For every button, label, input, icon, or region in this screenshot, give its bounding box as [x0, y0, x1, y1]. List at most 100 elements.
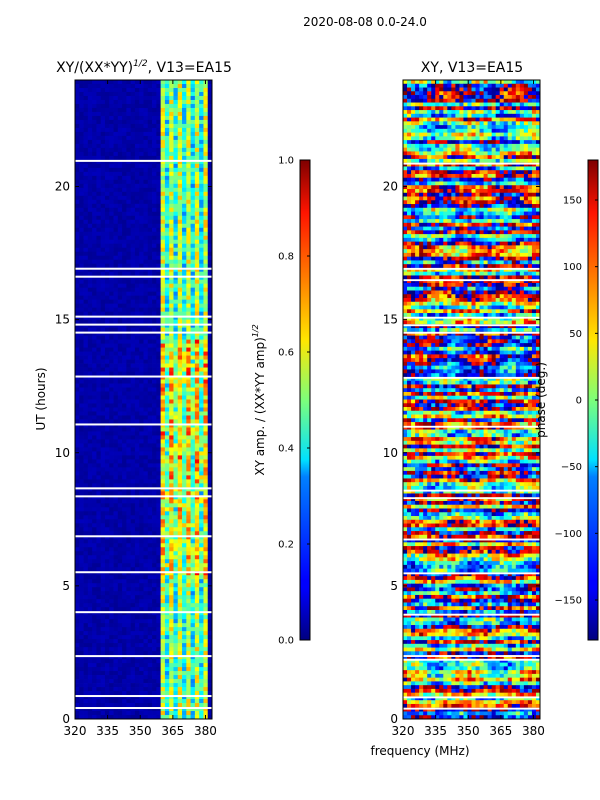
left-heatmap-cell [122, 323, 127, 329]
left-heatmap-cell [96, 267, 102, 273]
left-heatmap-cell [182, 487, 187, 492]
left-heatmap-cell [182, 539, 187, 544]
left-heatmap-cell [190, 303, 196, 309]
left-heatmap-cell [156, 131, 162, 137]
left-heatmap-cell [190, 591, 196, 596]
left-heatmap-cell [164, 439, 170, 444]
left-heatmap-cell [139, 375, 144, 380]
left-heatmap-cell [156, 151, 162, 157]
left-heatmap-cell [199, 107, 204, 113]
left-heatmap-cell [100, 359, 106, 364]
left-heatmap-cell [147, 619, 153, 624]
left-heatmap-cell [173, 495, 179, 500]
left-heatmap-cell [164, 535, 170, 540]
left-heatmap-cell [79, 319, 84, 325]
left-heatmap-cell [194, 331, 200, 336]
left-heatmap-cell [126, 139, 132, 145]
left-heatmap-cell [117, 523, 123, 528]
left-heatmap-cell [143, 659, 149, 664]
left-heatmap-cell [113, 255, 119, 261]
left-heatmap-cell [130, 331, 136, 336]
left-heatmap-cell [139, 479, 144, 484]
left-heatmap-cell [109, 179, 114, 185]
left-heatmap-cell [79, 143, 84, 149]
left-heatmap-cell [164, 687, 170, 692]
left-heatmap-cell [199, 499, 204, 504]
left-heatmap-cell [100, 343, 106, 348]
left-heatmap-cell [207, 423, 212, 428]
left-heatmap-cell [87, 279, 93, 285]
left-heatmap-cell [203, 263, 209, 269]
left-heatmap-cell [164, 191, 170, 197]
left-heatmap-cell [147, 227, 153, 233]
left-heatmap-cell [143, 111, 149, 117]
left-heatmap-cell [130, 359, 136, 364]
left-heatmap-cell [190, 91, 196, 97]
left-heatmap-cell [87, 443, 93, 448]
left-heatmap-cell [152, 307, 157, 313]
left-heatmap-cell [203, 563, 209, 568]
left-heatmap-cell [117, 191, 123, 197]
left-heatmap-cell [147, 583, 153, 588]
left-heatmap-cell [147, 355, 153, 360]
left-heatmap-cell [100, 455, 106, 460]
left-heatmap-cell [92, 299, 97, 305]
left-heatmap-cell [186, 543, 191, 548]
left-heatmap-cell [190, 155, 196, 161]
left-heatmap-cell [160, 355, 166, 360]
left-heatmap-cell [130, 691, 136, 696]
left-heatmap-cell [100, 239, 106, 245]
left-heatmap-cell [104, 147, 110, 153]
left-heatmap-cell [186, 83, 191, 89]
left-heatmap-cell [126, 227, 132, 233]
left-heatmap-cell [113, 567, 119, 572]
left-heatmap-gap [75, 267, 212, 270]
left-heatmap-cell [96, 239, 102, 245]
left-heatmap-cell [182, 507, 187, 512]
left-heatmap-cell [92, 327, 97, 332]
left-heatmap-cell [92, 243, 97, 249]
left-heatmap-cell [134, 119, 140, 125]
left-heatmap-cell [143, 319, 149, 325]
left-heatmap-cell [164, 395, 170, 400]
left-heatmap-cell [134, 635, 140, 640]
left-heatmap-cell [169, 567, 174, 572]
left-heatmap-cell [182, 95, 187, 101]
left-heatmap-cell [207, 363, 212, 368]
left-heatmap-cell [169, 655, 174, 660]
left-heatmap-cell [203, 275, 209, 281]
left-heatmap-cell [104, 591, 110, 596]
left-heatmap-cell [130, 399, 136, 404]
left-heatmap-cell [109, 595, 114, 600]
left-heatmap-cell [156, 463, 162, 468]
left-heatmap-cell [199, 151, 204, 157]
left-heatmap-cell [182, 447, 187, 452]
left-heatmap-cell [207, 223, 212, 229]
left-heatmap-cell [113, 435, 119, 440]
left-heatmap-cell [79, 323, 84, 329]
left-heatmap-cell [79, 547, 84, 552]
left-heatmap-cell [156, 531, 162, 536]
left-heatmap-cell [177, 115, 183, 121]
left-heatmap-cell [194, 80, 200, 85]
left-heatmap-cell [130, 467, 136, 472]
left-heatmap-cell [126, 567, 132, 572]
left-heatmap-cell [92, 447, 97, 452]
left-heatmap-cell [79, 235, 84, 241]
left-heatmap-cell [164, 315, 170, 321]
left-heatmap-cell [152, 687, 157, 692]
left-heatmap-cell [160, 403, 166, 408]
left-heatmap-cell [139, 99, 144, 105]
left-heatmap-cell [130, 211, 136, 217]
left-heatmap-cell [173, 243, 179, 249]
left-heatmap-cell [152, 111, 157, 117]
left-heatmap-cell [182, 335, 187, 340]
left-heatmap-cell [147, 119, 153, 125]
left-heatmap-cell [130, 695, 136, 700]
left-heatmap-cell [109, 419, 114, 424]
left-heatmap-cell [177, 539, 183, 544]
left-heatmap-cell [173, 567, 179, 572]
left-heatmap-cell [92, 475, 97, 480]
left-heatmap-cell [177, 455, 183, 460]
left-heatmap-cell [79, 207, 84, 213]
